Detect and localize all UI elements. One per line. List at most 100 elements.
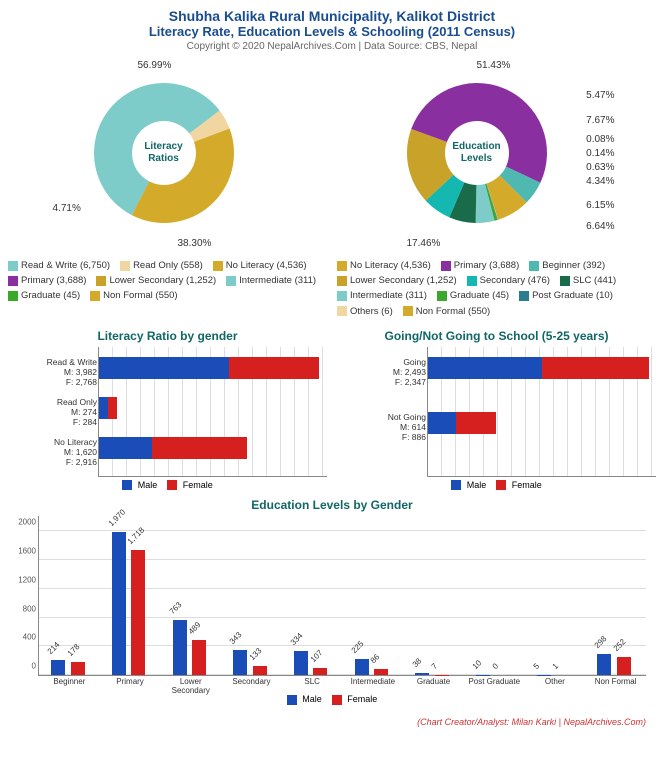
legend-item: Post Graduate (10) — [519, 288, 613, 303]
gridline — [39, 530, 646, 531]
male-legend-label: Male — [138, 480, 158, 490]
vbar-female — [71, 662, 85, 675]
female-swatch — [496, 480, 506, 490]
literacy-donut-center-2: Ratios — [148, 153, 179, 164]
swatch — [529, 261, 539, 271]
y-tick: 800 — [23, 604, 39, 613]
swatch — [467, 276, 477, 286]
swatch — [403, 306, 413, 316]
edu-ext-1: 5.47% — [586, 90, 614, 101]
vbar-male — [294, 651, 308, 675]
hbar-label: GoingM: 2,493F: 2,347 — [338, 357, 426, 388]
vbar-female-val: 7 — [430, 661, 440, 671]
legend-item: Non Formal (550) — [90, 288, 177, 303]
male-legend-label: Male — [302, 694, 322, 704]
swatch — [96, 276, 106, 286]
vbar-female — [313, 668, 327, 676]
swatch — [337, 306, 347, 316]
vbar-category: SLC — [282, 675, 343, 686]
male-swatch — [287, 695, 297, 705]
school-title: Going/Not Going to School (5-25 years) — [337, 329, 656, 343]
vbar-category: Graduate — [403, 675, 464, 686]
vbar-female — [617, 657, 631, 675]
female-legend-label: Female — [512, 480, 542, 490]
education-donut-panel: Education Levels 51.43% 5.47% 7.67% 0.08… — [337, 58, 656, 319]
vbar-male — [173, 620, 187, 675]
swatch — [441, 261, 451, 271]
y-tick: 400 — [23, 633, 39, 642]
edu-gender-panel: Education Levels by Gender 0400800120016… — [8, 498, 656, 705]
vbar-category: Intermediate — [343, 675, 404, 686]
vbar-male — [112, 532, 126, 675]
swatch — [560, 276, 570, 286]
vbar-male-val: 214 — [46, 640, 62, 656]
school-legend: Male Female — [337, 480, 656, 491]
legend-item: Intermediate (311) — [226, 273, 316, 288]
female-swatch — [332, 695, 342, 705]
vbar-female — [131, 550, 145, 675]
education-legend: No Literacy (4,536)Primary (3,688)Beginn… — [337, 258, 656, 319]
vbar-category: Non Formal — [585, 675, 646, 686]
swatch — [337, 276, 347, 286]
male-swatch — [451, 480, 461, 490]
literacy-ext-rw: 56.99% — [138, 60, 172, 71]
vbar-female — [253, 666, 267, 676]
edu-ext-8: 6.64% — [586, 221, 614, 232]
swatch — [519, 291, 529, 301]
male-legend-label: Male — [467, 480, 487, 490]
vbar-female-val: 1 — [551, 662, 561, 672]
edu-gender-chart: 0400800120016002000 214 178 Beginner 1,9… — [38, 516, 646, 676]
chart-credit: (Chart Creator/Analyst: Milan Karki | Ne… — [8, 717, 646, 727]
gridline — [39, 559, 646, 560]
literacy-ext-ro: 4.71% — [53, 203, 81, 214]
vbar-female-val: 86 — [369, 652, 382, 665]
swatch — [213, 261, 223, 271]
vbar-female-val: 0 — [490, 662, 500, 672]
vbar-male-val: 343 — [228, 631, 244, 647]
literacy-gender-title: Literacy Ratio by gender — [8, 329, 327, 343]
hbar-male — [428, 357, 542, 379]
vbar-male-val: 38 — [410, 656, 423, 669]
hbar-male — [99, 357, 229, 379]
hbar-female — [108, 397, 117, 419]
legend-item: Primary (3,688) — [441, 258, 519, 273]
legend-item: Non Formal (550) — [403, 304, 490, 319]
hbar-female — [229, 357, 319, 379]
legend-item: Secondary (476) — [467, 273, 550, 288]
edu-ext-5: 0.63% — [586, 162, 614, 173]
legend-item: Lower Secondary (1,252) — [96, 273, 216, 288]
edu-ext-7: 6.15% — [586, 200, 614, 211]
swatch — [8, 291, 18, 301]
vbar-male-val: 10 — [471, 658, 484, 671]
edu-ext-4: 0.14% — [586, 148, 614, 159]
edu-gender-legend: Male Female — [8, 694, 656, 705]
school-panel: Going/Not Going to School (5-25 years) G… — [337, 323, 656, 491]
vbar-category: Post Graduate — [464, 675, 525, 686]
swatch — [337, 261, 347, 271]
edu-ext-3: 0.08% — [586, 134, 614, 145]
hbar-label: No LiteracyM: 1,620F: 2,916 — [9, 437, 97, 468]
vbar-female-val: 107 — [308, 648, 324, 664]
legend-item: Others (6) — [337, 304, 393, 319]
school-chart: GoingM: 2,493F: 2,347 Not GoingM: 614F: … — [427, 347, 656, 477]
y-tick: 1200 — [18, 575, 39, 584]
vbar-male — [51, 660, 65, 676]
gridline — [39, 645, 646, 646]
vbar-category: Other — [525, 675, 586, 686]
vbar-male — [597, 654, 611, 676]
vbar-male-val: 5 — [532, 662, 542, 672]
vbar-category: Lower Secondary — [160, 675, 221, 695]
hbar-label: Not GoingM: 614F: 886 — [338, 412, 426, 443]
legend-item: Beginner (392) — [529, 258, 605, 273]
vbar-female — [192, 640, 206, 676]
legend-item: Read Only (558) — [120, 258, 203, 273]
hbar-female — [542, 357, 649, 379]
edu-ext-9: 17.46% — [407, 238, 441, 249]
gridline — [39, 588, 646, 589]
gridline — [39, 617, 646, 618]
literacy-donut-center-1: Literacy — [144, 141, 182, 152]
swatch — [337, 291, 347, 301]
edu-gender-title: Education Levels by Gender — [8, 498, 656, 512]
swatch — [90, 291, 100, 301]
hbar-female — [152, 437, 247, 459]
